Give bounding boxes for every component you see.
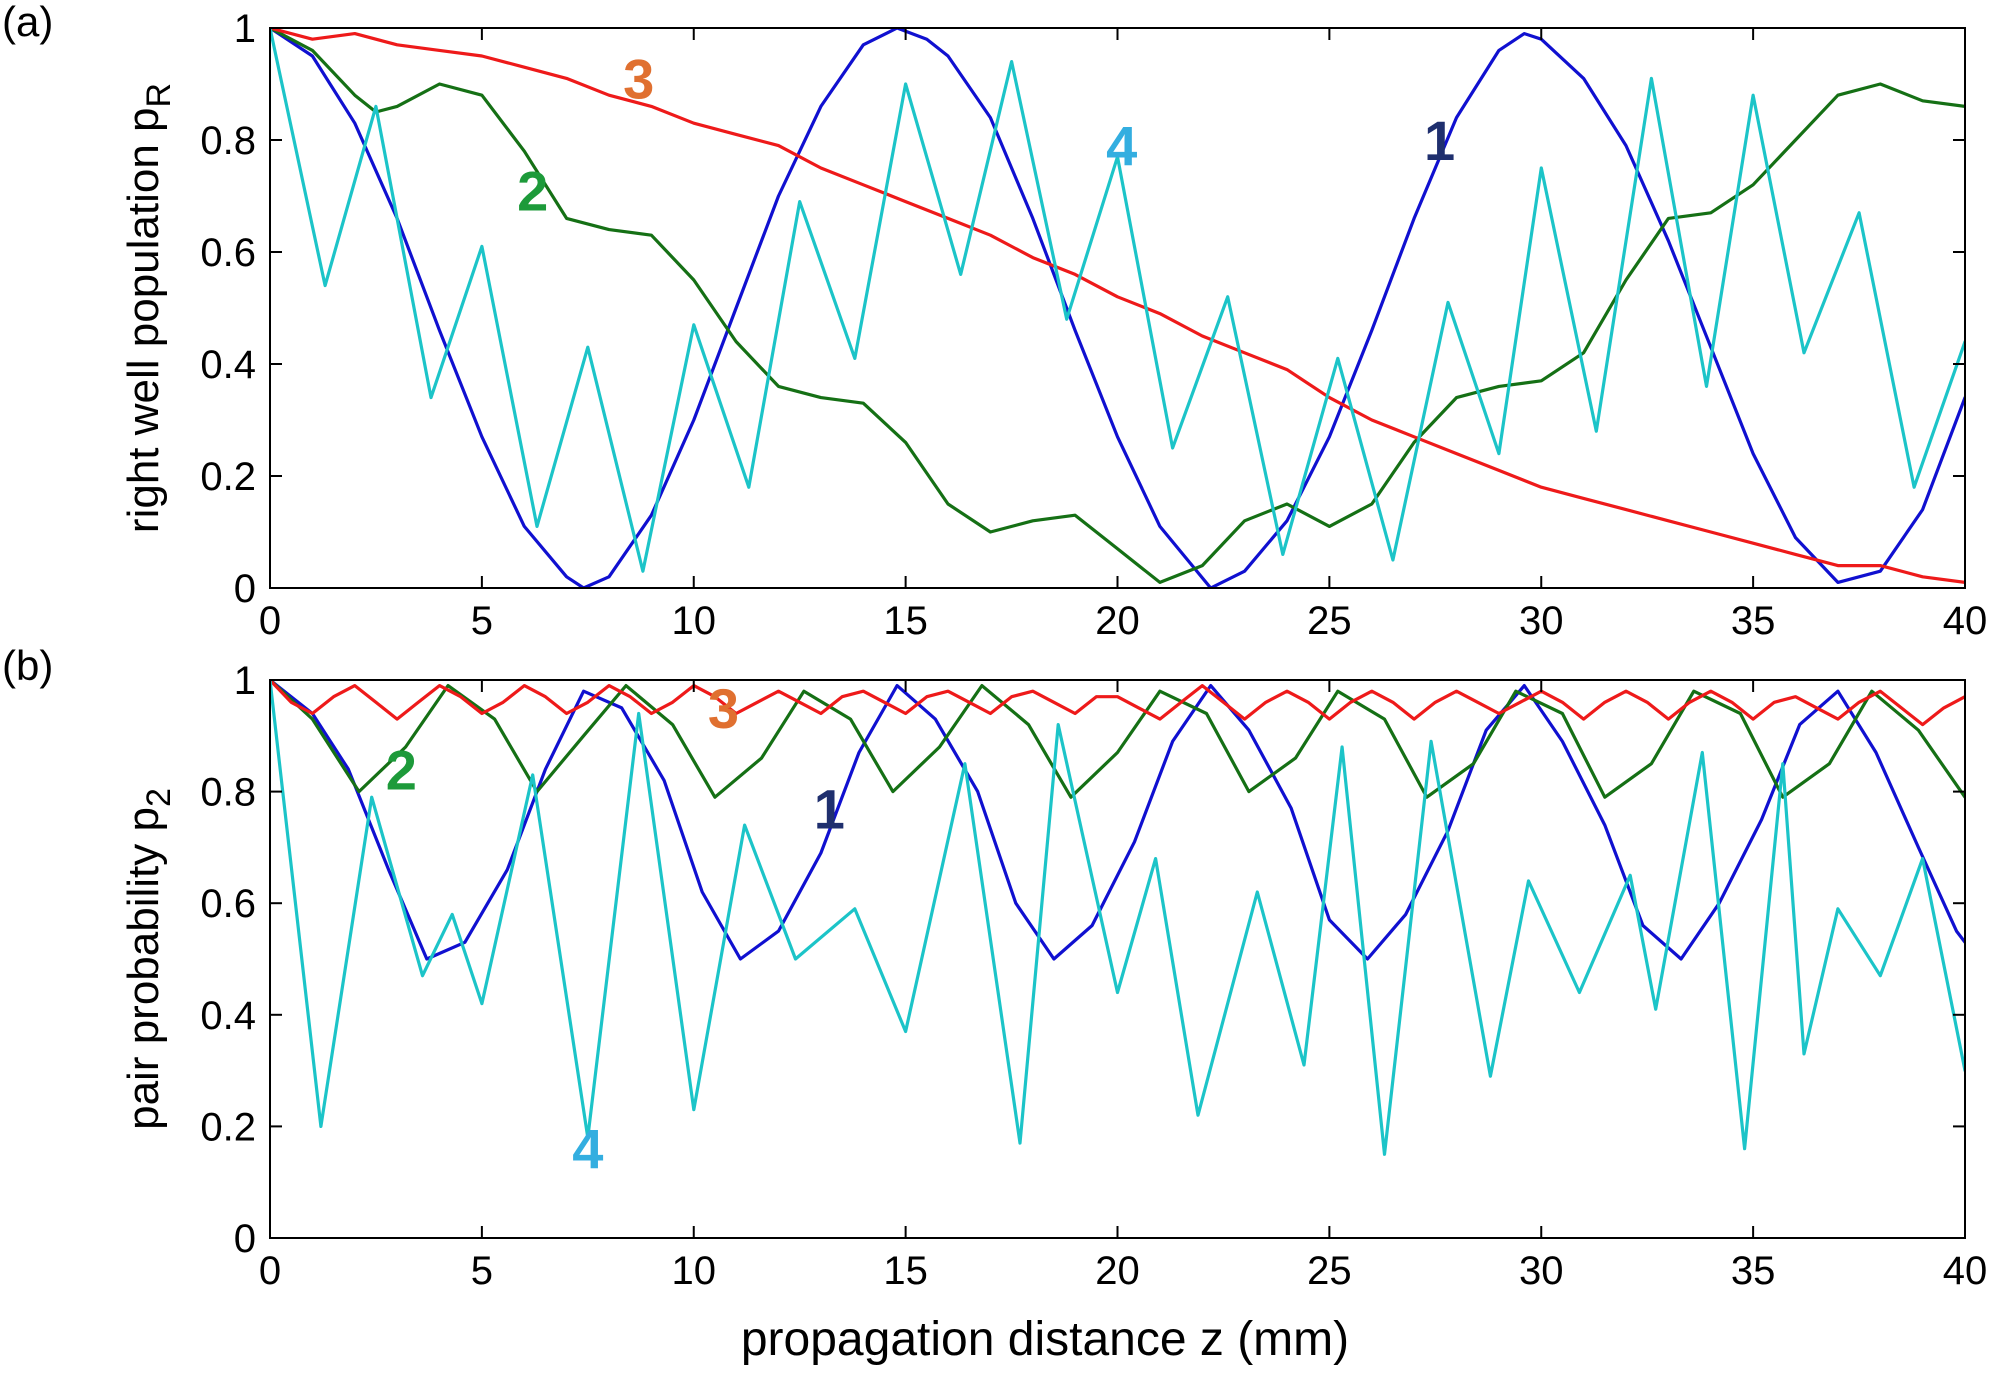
series-line-3 [270,680,1965,727]
series-label-3: 3 [623,47,654,110]
y-tick-label: 0 [234,567,256,611]
plot-area [270,28,1965,588]
series-label-2: 2 [517,159,548,222]
x-tick-label: 20 [1095,1249,1140,1293]
x-tick-label: 35 [1731,1249,1776,1293]
series-line-1 [270,680,1965,961]
x-tick-label: 30 [1519,599,1564,643]
series-label-4: 4 [572,1118,603,1181]
x-tick-label: 30 [1519,1249,1564,1293]
axes-frame [269,27,1966,589]
y-axis-label-text: right well population p [119,107,168,533]
series-line-1 [270,28,1965,588]
x-tick-label: 10 [672,1249,717,1293]
x-axis-label: propagation distance z (mm) [741,1313,1349,1366]
x-tick-label: 15 [883,599,928,643]
series-label-1: 1 [1424,109,1455,172]
y-axis-label-subscript: R [140,83,178,108]
x-tick-label: 5 [471,1249,493,1293]
y-axis-label: pair probability p2 [119,788,178,1130]
x-tick-label: 40 [1943,1249,1988,1293]
x-tick-label: 20 [1095,599,1140,643]
y-axis-label-subscript: 2 [140,788,178,807]
x-tick-label: 15 [883,1249,928,1293]
x-tick-label: 35 [1731,599,1776,643]
y-tick-label: 0.6 [200,231,256,275]
series-line-3 [270,28,1965,585]
panel-a: 0 5 10 15 20 25 30 35 40 0 0.2 0.4 0.6 0.8 1 right well… [2,0,1987,643]
x-tick-label: 40 [1943,599,1988,643]
x-tick-label: 10 [672,599,717,643]
x-tick-label: 5 [471,599,493,643]
panel-b: 0 5 10 15 20 25 30 35 40 0 0.2 0.4 0.6 0.8 1 pair proba… [2,642,1987,1293]
series-line-2 [270,680,1965,799]
y-tick-label: 0.8 [200,771,256,815]
series-line-2 [270,28,1965,585]
series-line-4 [270,28,1965,573]
series-label-1: 1 [814,777,845,840]
y-tick-label: 0.8 [200,119,256,163]
y-tick-label: 0.2 [200,455,256,499]
y-tick-label: 0.2 [200,1105,256,1149]
y-axis-label-text: pair probability p [119,807,168,1130]
panel-label: (b) [2,642,53,689]
x-tick-label: 0 [259,1249,281,1293]
x-tick-label: 25 [1307,599,1352,643]
series-line-4 [270,680,1965,1156]
x-tick-label: 0 [259,599,281,643]
y-axis-label: right well population pR [119,83,178,533]
y-tick-label: 1 [234,7,256,51]
series-label-3: 3 [708,677,739,740]
panel-label: (a) [2,0,53,45]
series-label-4: 4 [1106,115,1137,178]
plot-area [270,680,1965,1156]
x-tick-label: 25 [1307,1249,1352,1293]
y-tick-label: 0 [234,1217,256,1261]
series-label-2: 2 [386,738,417,801]
y-tick-label: 0.4 [200,994,256,1038]
y-tick-label: 0.4 [200,343,256,387]
y-tick-label: 1 [234,659,256,703]
axes-frame [269,679,1966,1239]
y-tick-label: 0.6 [200,882,256,926]
